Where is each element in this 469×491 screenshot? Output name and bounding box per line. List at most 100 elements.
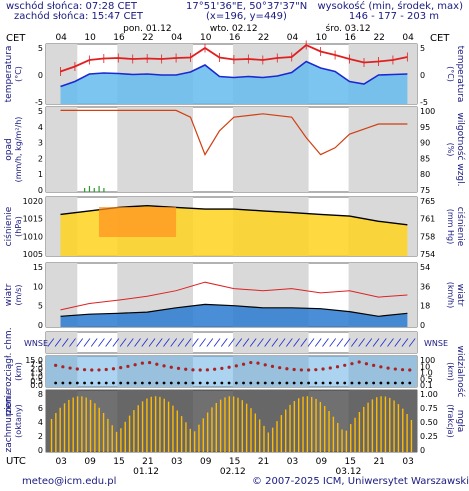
bottom-day-label: 01.12 [133,467,159,477]
cloud-depth-dot [162,364,166,368]
precip-bar [88,186,91,192]
right-tick: 75 [420,186,430,195]
right-tick: 54 [420,263,430,272]
wind-direction-arrow [213,338,221,347]
wind-speed-line [60,303,408,317]
cloud-depth-dot [68,366,72,370]
visibility-dot [408,381,412,385]
visibility-dot [177,381,180,385]
wind-direction-arrow [379,338,387,347]
tz-left: CET [6,33,26,44]
cloud-depth-dot [104,367,108,372]
cloud-depth-dot [285,367,289,371]
left-tick: -5 [35,98,43,107]
cloud-depth-dot [90,368,94,372]
fog-bar [94,403,96,452]
cloud-depth-dot [408,368,412,372]
right-tick: 0.25 [420,432,438,441]
dewpoint-line [60,60,408,88]
right-tick: 80 [420,170,430,179]
visibility-dot [393,381,397,385]
fog-bar [271,427,274,452]
fog-bar [267,432,270,452]
fog-bar [289,404,291,452]
panel-right-unit: (km) [446,362,455,381]
cloud-depth-dot [220,366,224,370]
panel-left-unit: (km) [14,362,23,381]
fog-bar [315,398,317,452]
right-tick: 100 [420,356,435,365]
bottom-hour-tick: 15 [345,457,356,467]
wind-direction-arrow [300,338,308,347]
wind-direction-arrow [314,338,322,347]
fog-bar [150,396,152,452]
visibility-dot [61,381,65,385]
fog-bar [154,396,157,452]
visibility-dot [90,381,94,385]
cloud-depth-dot [379,365,383,369]
wind-direction-arrow [401,338,409,347]
night-band [46,332,78,353]
visibility-dot [148,381,151,385]
fog-bar [332,416,335,452]
left-tick: 0.0 [30,381,43,390]
right-tick: 754 [420,250,435,259]
fog-bar [59,407,61,452]
visibility-dot [350,381,354,385]
visibility-dot [54,381,58,385]
wind-direction-arrow [155,338,163,347]
top-hour-tick: 04 [402,33,414,43]
wind-direction-arrow [336,338,344,347]
fog-bar [137,405,139,452]
bottom-day-label: 03.12 [336,467,362,477]
top-hour-tick: 04 [171,33,183,43]
left-tick: 2 [38,154,43,163]
visibility-dot [321,381,325,385]
cloud-depth-dot [191,368,195,372]
right-tick: 758 [420,232,435,241]
wind-direction-arrow [329,338,337,347]
wind-direction-arrow [387,338,394,347]
bottom-hour-tick: 21 [142,457,153,467]
top-hour-tick: 04 [287,33,299,43]
night-band [117,332,193,353]
fog-bar [115,431,118,452]
panel-right-label: wiatr [455,284,465,307]
sunrise-text: wschód słońca: 07:28 CET [6,1,137,12]
visibility-dot [206,381,209,385]
panel-right-label: mgła [455,410,465,433]
fog-bar [397,404,400,452]
fog-bar [211,407,213,452]
left-tick: 15 [33,263,43,272]
top-hour-tick: 22 [258,33,269,43]
panel-left-label: temperatura [4,46,14,103]
footer-email[interactable]: meteo@icm.edu.pl [22,476,117,487]
cloud-depth-dot [350,362,354,366]
fog-bar [167,401,170,452]
wind-direction-arrow [126,338,134,347]
left-tick: 1.5 [30,369,43,378]
fog-bar [68,399,70,452]
left-tick: 4 [38,123,43,132]
fog-bar [72,397,74,452]
cloud-depth-dot [147,360,152,365]
visibility-dot [256,381,260,385]
panel-left-unit: (°C) [14,66,23,82]
bottom-hour-tick: 09 [200,457,212,467]
fog-bar [371,399,374,452]
visibility-dot [386,381,390,385]
tz-right: CET [430,33,450,44]
cloud-depth-dot [198,368,202,372]
cloud-depth-dot [227,365,231,369]
fog-bar [363,406,365,452]
top-day-label: wto. 02.12 [210,24,258,34]
fog-bar [410,420,413,452]
panel-left-label: zachmurzenie [4,389,14,453]
fog-bar [215,402,217,452]
visibility-dot [307,381,310,385]
cloud-depth-dot [97,368,101,372]
right-tick: 0 [420,321,425,330]
fog-bar [163,398,165,452]
panel-left-label: wiatr [4,283,14,306]
visibility-dot [242,381,245,385]
